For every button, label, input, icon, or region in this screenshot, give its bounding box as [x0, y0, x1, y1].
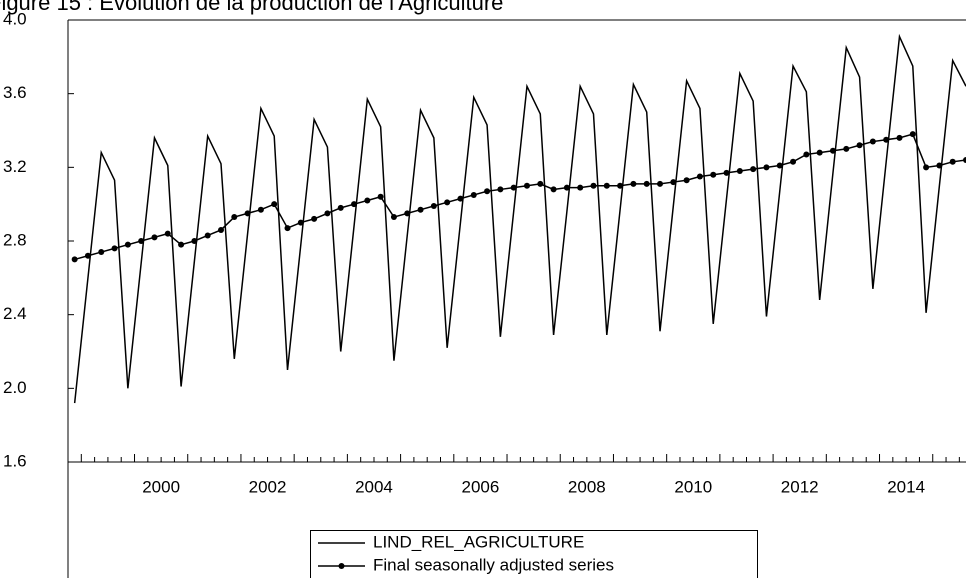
series-marker	[963, 156, 966, 163]
series-marker	[257, 206, 264, 213]
x-tick-label: 2010	[674, 477, 712, 496]
series-marker	[643, 180, 650, 187]
series-marker	[417, 206, 424, 213]
x-tick-label: 2000	[142, 477, 180, 496]
series-marker	[244, 210, 251, 217]
y-tick-label: 3.6	[3, 83, 27, 102]
series-marker	[923, 164, 930, 171]
x-tick-label: 2004	[355, 477, 393, 496]
x-tick-label: 2006	[462, 477, 500, 496]
series-marker	[670, 179, 677, 186]
series-marker	[750, 166, 757, 173]
series-marker	[710, 171, 717, 178]
series-marker	[909, 131, 916, 138]
series-marker	[577, 184, 584, 191]
series-marker	[510, 184, 517, 191]
legend-box	[310, 530, 758, 578]
series-marker	[949, 158, 956, 165]
x-tick-label: 2014	[887, 477, 925, 496]
series-marker	[869, 138, 876, 145]
series-marker	[537, 180, 544, 187]
series-marker	[457, 195, 464, 202]
series-marker	[936, 162, 943, 169]
series-marker	[603, 182, 610, 189]
legend-marker	[338, 563, 345, 569]
series-marker	[856, 142, 863, 149]
y-tick-label: 3.2	[3, 157, 27, 176]
x-tick-label: 2012	[781, 477, 819, 496]
series-marker	[470, 191, 477, 198]
series-marker	[484, 188, 491, 195]
series-marker	[404, 210, 411, 217]
series-marker	[790, 158, 797, 165]
series-marker	[590, 182, 597, 189]
series-marker	[630, 180, 637, 187]
series-marker	[377, 193, 384, 200]
y-tick-label: 4.0	[3, 9, 27, 28]
series-marker	[164, 230, 171, 237]
series-marker	[364, 197, 371, 204]
series-marker	[696, 173, 703, 180]
series-marker	[98, 249, 105, 256]
series-marker	[776, 162, 783, 169]
legend-label: LIND_REL_AGRICULTURE	[373, 532, 584, 551]
chart-title: Figure 15 : Evolution de la production d…	[0, 0, 503, 15]
series-marker	[550, 186, 557, 193]
series-marker	[271, 201, 278, 208]
series-marker	[204, 232, 211, 239]
x-tick-label: 2008	[568, 477, 606, 496]
legend-label: Final seasonally adjusted series	[373, 555, 614, 574]
series-marker	[497, 186, 504, 193]
series-marker	[217, 226, 224, 233]
series-marker	[763, 164, 770, 171]
series-marker	[829, 147, 836, 154]
series-marker	[337, 204, 344, 211]
series-marker	[563, 184, 570, 191]
series-marker	[311, 215, 318, 222]
series-marker	[138, 238, 145, 244]
series-marker	[111, 245, 118, 252]
series-marker	[324, 210, 331, 217]
series-marker	[803, 151, 810, 158]
series-marker	[151, 234, 158, 241]
series-marker	[71, 256, 78, 263]
series-marker	[444, 199, 451, 206]
series-marker	[351, 201, 358, 208]
series-marker	[297, 219, 304, 226]
series-marker	[284, 225, 291, 232]
series-marker	[736, 168, 743, 175]
series-marker	[683, 177, 690, 184]
x-tick-label: 2002	[249, 477, 287, 496]
y-tick-label: 2.4	[3, 304, 27, 323]
series-marker	[657, 180, 664, 187]
series-marker	[430, 203, 437, 210]
series-marker	[896, 134, 903, 141]
series-marker	[883, 136, 890, 143]
series-line	[73, 33, 966, 404]
y-tick-label: 2.8	[3, 230, 27, 249]
series-marker	[617, 182, 624, 189]
series-marker	[723, 169, 730, 176]
series-marker	[816, 149, 823, 156]
series-marker	[124, 241, 131, 248]
series-marker	[843, 145, 850, 152]
series-marker	[390, 214, 397, 221]
series-marker	[84, 252, 91, 259]
series-marker	[178, 241, 185, 248]
y-tick-label: 2.0	[3, 378, 27, 397]
series-marker	[523, 182, 530, 189]
series-marker	[231, 214, 238, 221]
series-marker	[191, 238, 198, 244]
y-tick-label: 1.6	[3, 451, 27, 470]
